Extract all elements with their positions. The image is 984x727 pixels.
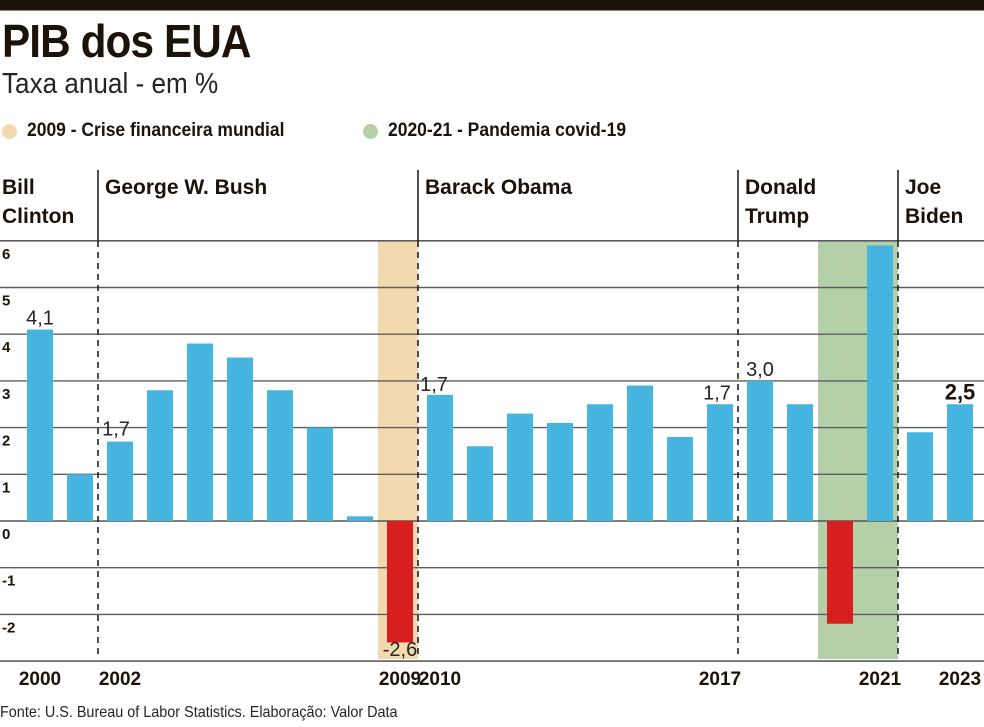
y-tick-label: 0 (2, 526, 10, 543)
y-tick-label: 3 (2, 386, 10, 403)
bar-2003 (147, 390, 173, 521)
president-label: Barack Obama (425, 176, 572, 199)
bar-2006 (267, 390, 293, 521)
legend-swatch-crisis (2, 123, 17, 139)
data-label-2017: 1,7 (703, 382, 731, 404)
y-tick-label: 4 (2, 339, 11, 356)
legend-label-pandemic: 2020-21 - Pandemia covid-19 (387, 120, 626, 141)
bar-2019 (787, 404, 813, 521)
x-tick-label: 2010 (419, 669, 461, 690)
data-label-2023: 2,5 (945, 379, 976, 404)
y-tick-label: 2 (2, 433, 10, 450)
legend-item-crisis: 2009 - Crise financeira mundial (0, 120, 307, 142)
data-label-2000: 4,1 (26, 308, 54, 330)
y-tick-label: 1 (2, 479, 10, 496)
x-tick-label: 2021 (859, 669, 902, 690)
x-tick-label: 2000 (19, 669, 61, 690)
bar-2018 (747, 380, 773, 521)
bar-2007 (307, 427, 333, 521)
bar-2004 (187, 343, 213, 521)
bar-chart: Bill Clinton George W. Bush Barack Obama Don… (0, 170, 984, 690)
president-label: Clinton (2, 205, 74, 228)
bar-2023 (947, 404, 973, 521)
president-label: Joe (905, 176, 941, 199)
bar-2009 (387, 521, 413, 643)
bar-2010 (427, 394, 453, 521)
president-label: Donald (745, 176, 816, 199)
bar-2020 (827, 521, 853, 624)
top-rule (0, 0, 984, 11)
bar-2017 (707, 404, 733, 521)
data-label-2018: 3,0 (746, 359, 774, 381)
bar-2021 (867, 245, 893, 521)
legend-item-pandemic: 2020-21 - Pandemia covid-19 (361, 120, 647, 142)
legend: 2009 - Crise financeira mundial 2020-21 … (0, 118, 681, 144)
bar-2015 (627, 385, 653, 521)
legend-swatch-pandemic (362, 123, 378, 139)
president-label: Bill (2, 176, 35, 199)
x-tick-label: 2002 (99, 669, 141, 690)
bar-2002 (107, 441, 133, 521)
x-tick-label: 2009 (379, 669, 421, 690)
bar-2001 (67, 474, 93, 521)
source-note: Fonte: U.S. Bureau of Labor Statistics. … (0, 704, 398, 721)
x-tick-label: 2023 (939, 669, 981, 690)
bar-2008 (347, 516, 373, 521)
chart-title: PIB dos EUA (2, 15, 251, 67)
bar-2022 (907, 432, 933, 521)
bar-2016 (667, 436, 693, 521)
bar-2014 (587, 404, 613, 521)
data-label-2009: -2,6 (383, 639, 417, 661)
y-tick-label: 6 (2, 246, 10, 263)
president-label: Biden (905, 205, 963, 228)
bar-2011 (467, 446, 493, 521)
bar-2013 (547, 422, 573, 521)
y-tick-label: 5 (2, 293, 10, 310)
bar-2005 (227, 357, 253, 521)
president-label: Trump (745, 205, 809, 228)
data-label-2002: 1,7 (102, 419, 130, 441)
bar-2000 (27, 329, 53, 521)
x-tick-label: 2017 (699, 669, 741, 690)
chart-subtitle: Taxa anual - em % (2, 68, 219, 100)
legend-label-crisis: 2009 - Crise financeira mundial (27, 120, 285, 141)
bar-2012 (507, 413, 533, 521)
data-label-2010: 1,7 (420, 374, 448, 396)
president-label: George W. Bush (105, 176, 267, 199)
y-tick-label: -1 (2, 573, 15, 590)
y-tick-label: -2 (2, 619, 15, 636)
